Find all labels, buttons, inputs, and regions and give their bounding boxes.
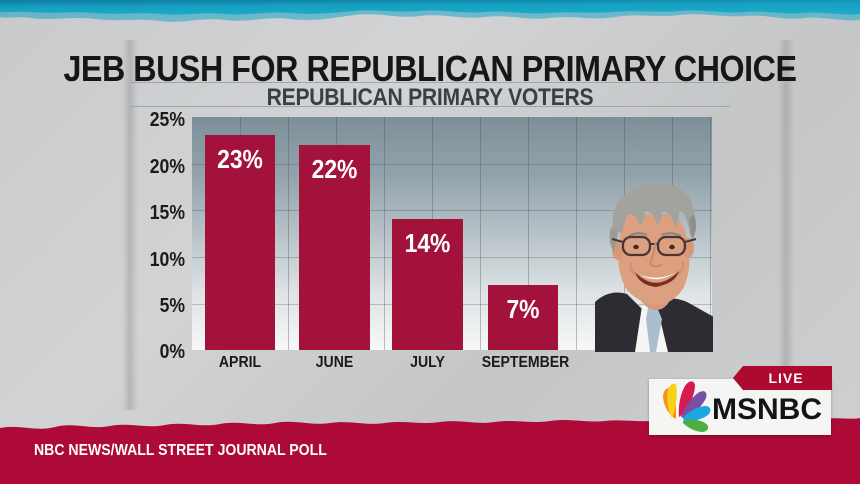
svg-text:LIVE: LIVE	[768, 370, 803, 386]
svg-text:MSNBC: MSNBC	[712, 393, 822, 426]
